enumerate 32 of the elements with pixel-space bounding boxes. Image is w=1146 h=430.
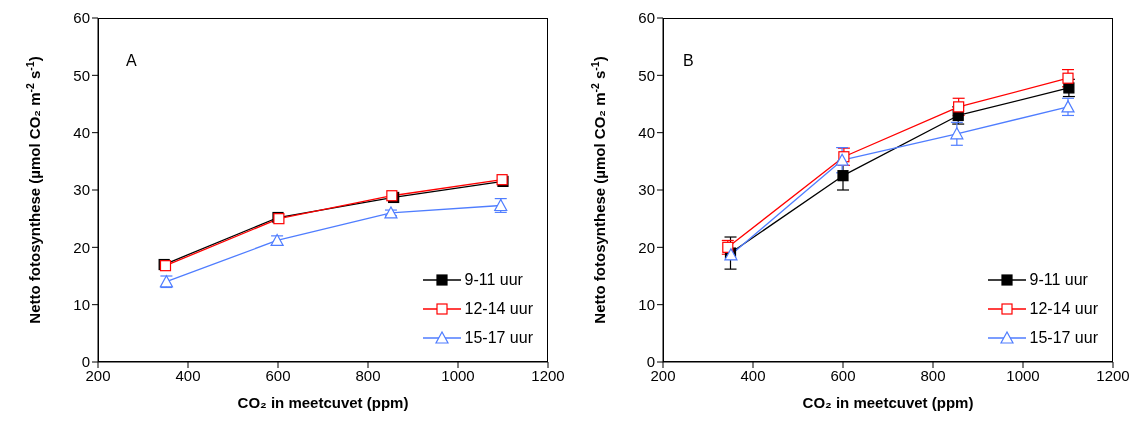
y-tick-label: 50 xyxy=(638,66,655,84)
x-tick-label: 1000 xyxy=(1006,366,1040,384)
legend-label: 12-14 uur xyxy=(1029,299,1098,318)
y-tick-label: 30 xyxy=(638,181,655,199)
y-tick-label: 60 xyxy=(638,9,655,27)
legend-label: 12-14 uur xyxy=(464,299,533,318)
y-tick-label: 60 xyxy=(73,9,90,27)
x-tick-label: 800 xyxy=(920,366,946,384)
x-tick-label: 600 xyxy=(265,366,291,384)
legend-label: 15-17 uur xyxy=(1029,328,1098,347)
legend-label: 9-11 uur xyxy=(464,270,523,289)
x-tick-label: 600 xyxy=(830,366,856,384)
y-tick-label: 20 xyxy=(73,238,90,256)
y-tick-label: 30 xyxy=(73,181,90,199)
x-axis-title: CO₂ in meetcuvet (ppm) xyxy=(802,394,974,411)
annotation: B xyxy=(683,52,694,70)
x-tick-label: 1200 xyxy=(531,366,565,384)
y-tick-label: 40 xyxy=(638,123,655,141)
y-tick-label: 50 xyxy=(73,66,90,84)
x-axis-title: CO₂ in meetcuvet (ppm) xyxy=(237,394,409,411)
legend-label: 15-17 uur xyxy=(464,328,533,347)
y-tick-label: 40 xyxy=(73,123,90,141)
x-tick-label: 1000 xyxy=(441,366,475,384)
x-tick-label: 800 xyxy=(355,366,381,384)
y-tick-label: 20 xyxy=(638,238,655,256)
annotation: A xyxy=(126,52,137,70)
x-tick-label: 400 xyxy=(740,366,766,384)
y-tick-label: 10 xyxy=(638,295,655,313)
legend-label: 9-11 uur xyxy=(1029,270,1088,289)
x-tick-label: 1200 xyxy=(1096,366,1130,384)
y-tick-label: 10 xyxy=(73,295,90,313)
x-tick-label: 400 xyxy=(175,366,201,384)
